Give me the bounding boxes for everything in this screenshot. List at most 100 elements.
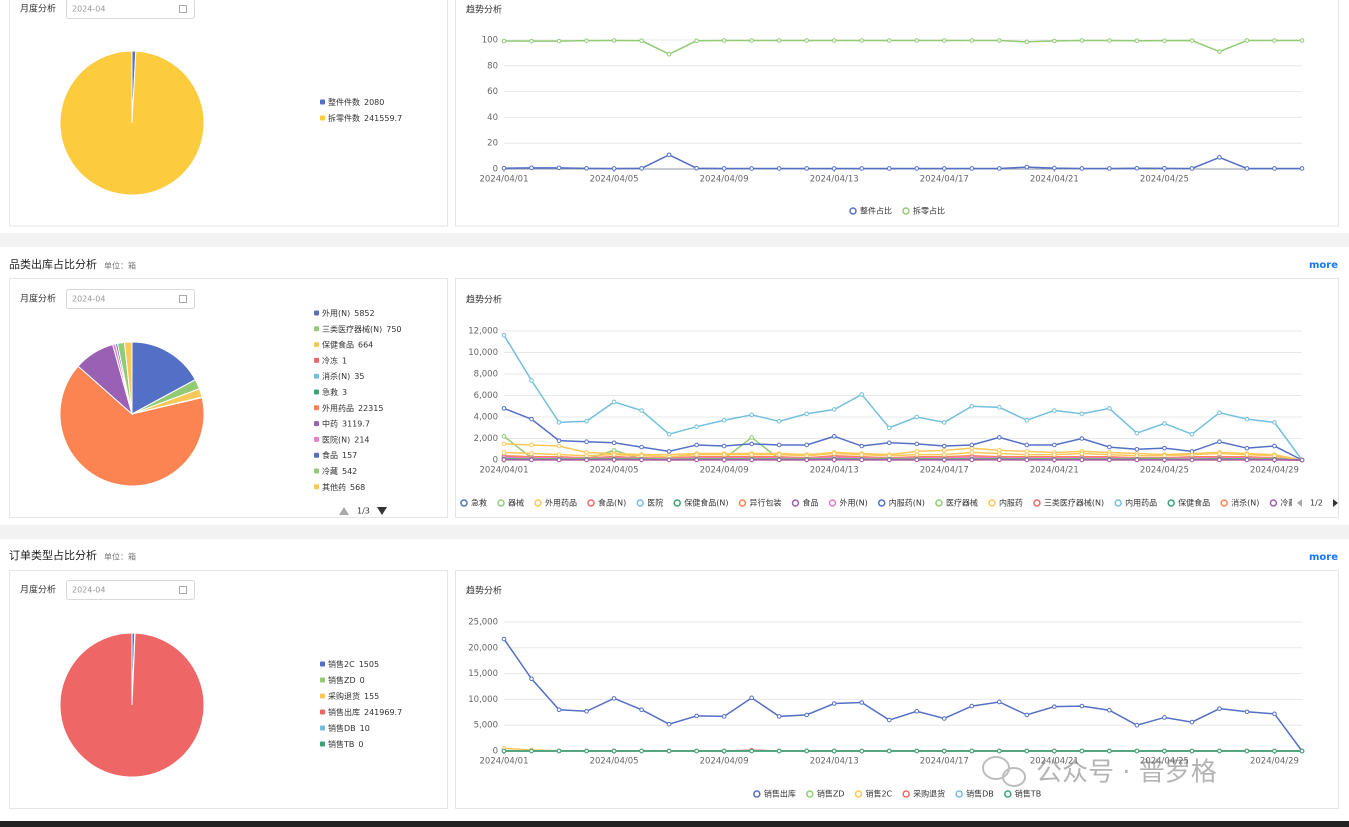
- data-point: [886, 748, 892, 754]
- pager-next[interactable]: [1333, 499, 1338, 507]
- data-point: [776, 714, 782, 719]
- legend-name: 医院(N): [322, 434, 350, 444]
- legend-entry: 销售ZD 0: [328, 675, 365, 685]
- data-point: [1107, 406, 1112, 411]
- legend-marker: [877, 499, 886, 507]
- y-tick-label: 5,000: [474, 721, 498, 731]
- date-value: 2024-04: [72, 5, 105, 14]
- y-tick-label: 25,000: [468, 618, 498, 628]
- legend-value: 241559.7: [364, 114, 402, 123]
- legend-entry: 保健食品(N): [684, 498, 728, 508]
- data-point: [1272, 457, 1277, 463]
- legend-name: 外用药品: [322, 402, 354, 412]
- data-point: [804, 457, 809, 463]
- x-tick-label: 2024/04/05: [590, 757, 639, 767]
- x-tick-label: 2024/04/17: [920, 175, 969, 185]
- series-line: [503, 334, 1303, 461]
- data-point: [639, 408, 644, 413]
- legend-value: 22315: [358, 403, 383, 412]
- data-point: [859, 392, 865, 397]
- data-point: [1079, 436, 1085, 441]
- chart-title: 趋势分析: [466, 4, 502, 16]
- section-title: 品类出库占比分析: [9, 257, 97, 271]
- watermark: 公众号 · 普罗格: [982, 756, 1217, 788]
- legend-entry: 销售TB: [1015, 789, 1041, 799]
- data-point: [721, 443, 727, 449]
- data-point: [1272, 38, 1277, 43]
- watermark-icon: [1002, 767, 1026, 787]
- data-point: [997, 699, 1002, 705]
- legend-entry: 保健食品: [1178, 498, 1210, 508]
- legend-name: 消杀(N): [322, 371, 350, 381]
- data-point: [914, 452, 920, 457]
- data-point: [1134, 748, 1140, 754]
- calendar-icon: [179, 5, 187, 13]
- section-unit: 单位：箱: [104, 552, 136, 562]
- data-point: [1052, 165, 1057, 171]
- section-unit: 单位：箱: [104, 261, 136, 271]
- legend-entry: 急救: [471, 498, 487, 508]
- legend-entry: 食品: [802, 498, 818, 508]
- data-point: [1272, 443, 1277, 449]
- data-point: [1217, 748, 1222, 754]
- data-point: [529, 378, 534, 383]
- legend-entry: 医疗器械: [946, 498, 978, 508]
- data-point: [1162, 453, 1167, 459]
- data-point: [501, 636, 507, 642]
- legend-marker: [636, 499, 644, 507]
- y-tick-label: 6,000: [474, 391, 498, 401]
- panel: [455, 278, 1339, 518]
- series-line: [503, 407, 1303, 461]
- legend-entry: 异行包装: [749, 498, 781, 508]
- data-point: [611, 748, 617, 754]
- data-point: [969, 450, 975, 455]
- data-point: [859, 457, 865, 463]
- more-link[interactable]: more: [1309, 260, 1338, 271]
- data-point: [501, 434, 507, 439]
- data-point: [584, 166, 589, 171]
- legend-marker: [1033, 499, 1041, 507]
- date-input[interactable]: [66, 289, 195, 309]
- pager-prev[interactable]: [1297, 499, 1302, 507]
- data-point: [1052, 704, 1057, 709]
- legend-value: 542: [342, 467, 357, 476]
- data-point: [1299, 457, 1305, 463]
- data-point: [997, 38, 1002, 43]
- data-point: [639, 453, 644, 459]
- data-point: [694, 713, 699, 719]
- data-point: [1244, 748, 1250, 754]
- legend-marker: [587, 499, 595, 507]
- data-point: [914, 441, 920, 447]
- data-point: [611, 457, 617, 462]
- x-tick-label: 2024/04/13: [810, 757, 859, 767]
- date-input[interactable]: [66, 0, 195, 19]
- data-point: [1162, 421, 1167, 426]
- data-point: [1162, 457, 1167, 463]
- data-point: [914, 457, 920, 463]
- data-point: [941, 38, 947, 43]
- data-point: [694, 38, 699, 44]
- data-point: [804, 712, 809, 718]
- data-point: [941, 457, 947, 463]
- data-point: [1079, 457, 1085, 463]
- legend-entry: 销售ZD: [817, 789, 845, 799]
- legend-marker: [314, 421, 319, 427]
- data-point: [1052, 457, 1057, 463]
- data-point: [859, 748, 865, 754]
- more-link[interactable]: more: [1309, 552, 1338, 563]
- data-point: [639, 166, 644, 171]
- series-line: [503, 638, 1303, 752]
- pager-down[interactable]: [377, 507, 387, 515]
- calendar-icon: [179, 586, 187, 594]
- data-point: [556, 457, 562, 463]
- legend-entry: 外用(N): [839, 498, 867, 508]
- legend-marker: [854, 790, 863, 798]
- pager-up[interactable]: [339, 507, 349, 515]
- legend-name: 销售DB: [328, 723, 356, 733]
- legend-name: 销售出库: [328, 707, 360, 717]
- legend-entry: 器械: [508, 498, 524, 508]
- data-point: [831, 38, 837, 43]
- data-point: [1244, 445, 1250, 451]
- date-input[interactable]: [66, 580, 195, 600]
- data-point: [721, 38, 727, 43]
